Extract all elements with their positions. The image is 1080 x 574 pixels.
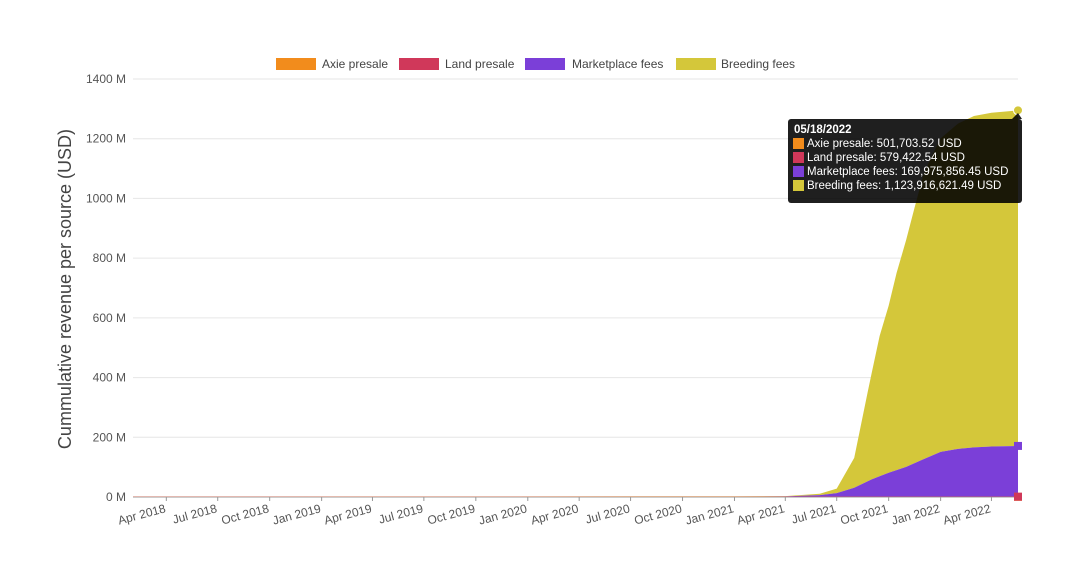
- x-tick-label: Jul 2018: [171, 501, 219, 526]
- tooltip-swatch: [793, 138, 804, 149]
- legend-label-marketplace-fees: Marketplace fees: [572, 57, 663, 71]
- x-tick-label: Oct 2021: [839, 501, 890, 527]
- x-tick-label: Jan 2022: [890, 501, 942, 527]
- tooltip-swatch: [793, 180, 804, 191]
- tooltip-line: Axie presale: 501,703.52 USD: [807, 138, 962, 150]
- y-tick-label: 400 M: [93, 371, 126, 385]
- y-tick-label: 600 M: [93, 311, 126, 325]
- y-tick-label: 1000 M: [86, 191, 126, 205]
- marker-land-presale: [1014, 493, 1022, 501]
- x-tick-label: Jan 2020: [477, 501, 529, 527]
- x-tick-label: Jul 2021: [790, 501, 838, 526]
- tooltip: 05/18/2022 Axie presale: 501,703.52 USD La…: [788, 113, 1022, 203]
- tooltip-line: Land presale: 579,422.54 USD: [807, 152, 965, 164]
- x-tick-label: Jul 2020: [584, 501, 632, 526]
- legend-label-land-presale: Land presale: [445, 57, 515, 71]
- y-tick-label: 800 M: [93, 251, 126, 265]
- tooltip-line: Marketplace fees: 169,975,856.45 USD: [807, 166, 1008, 178]
- y-tick-label: 1400 M: [86, 72, 126, 86]
- legend-swatch-marketplace-fees: [525, 58, 565, 70]
- y-axis-label: Cummulative revenue per source (USD): [55, 129, 75, 449]
- legend-swatch-breeding-fees: [676, 58, 716, 70]
- x-tick-label: Apr 2021: [735, 501, 786, 527]
- x-tick-label: Apr 2019: [323, 501, 374, 527]
- legend-swatch-land-presale: [399, 58, 439, 70]
- x-tick-label: Oct 2018: [220, 501, 271, 527]
- legend-label-breeding-fees: Breeding fees: [721, 57, 795, 71]
- marker-marketplace-fees: [1014, 442, 1022, 450]
- legend: Axie presale Land presale Marketplace fees…: [276, 57, 795, 71]
- tooltip-line: Breeding fees: 1,123,916,621.49 USD: [807, 180, 1001, 192]
- tooltip-swatch: [793, 166, 804, 177]
- x-tick-label: Jul 2019: [377, 501, 425, 526]
- y-tick-label: 1200 M: [86, 132, 126, 146]
- x-tick-label: Oct 2020: [633, 501, 684, 527]
- x-tick-label: Apr 2022: [942, 501, 993, 527]
- legend-label-axie-presale: Axie presale: [322, 57, 388, 71]
- tooltip-swatch: [793, 152, 804, 163]
- y-tick-label: 200 M: [93, 430, 126, 444]
- legend-swatch-axie-presale: [276, 58, 316, 70]
- x-tick-label: Jan 2019: [271, 501, 323, 527]
- x-tick-label: Jan 2021: [684, 501, 736, 527]
- y-tick-label: 0 M: [106, 490, 126, 504]
- x-tick-label: Oct 2019: [426, 501, 477, 527]
- x-tick-label: Apr 2018: [116, 501, 167, 527]
- x-tick-label: Apr 2020: [529, 501, 580, 527]
- tooltip-date: 05/18/2022: [794, 124, 852, 136]
